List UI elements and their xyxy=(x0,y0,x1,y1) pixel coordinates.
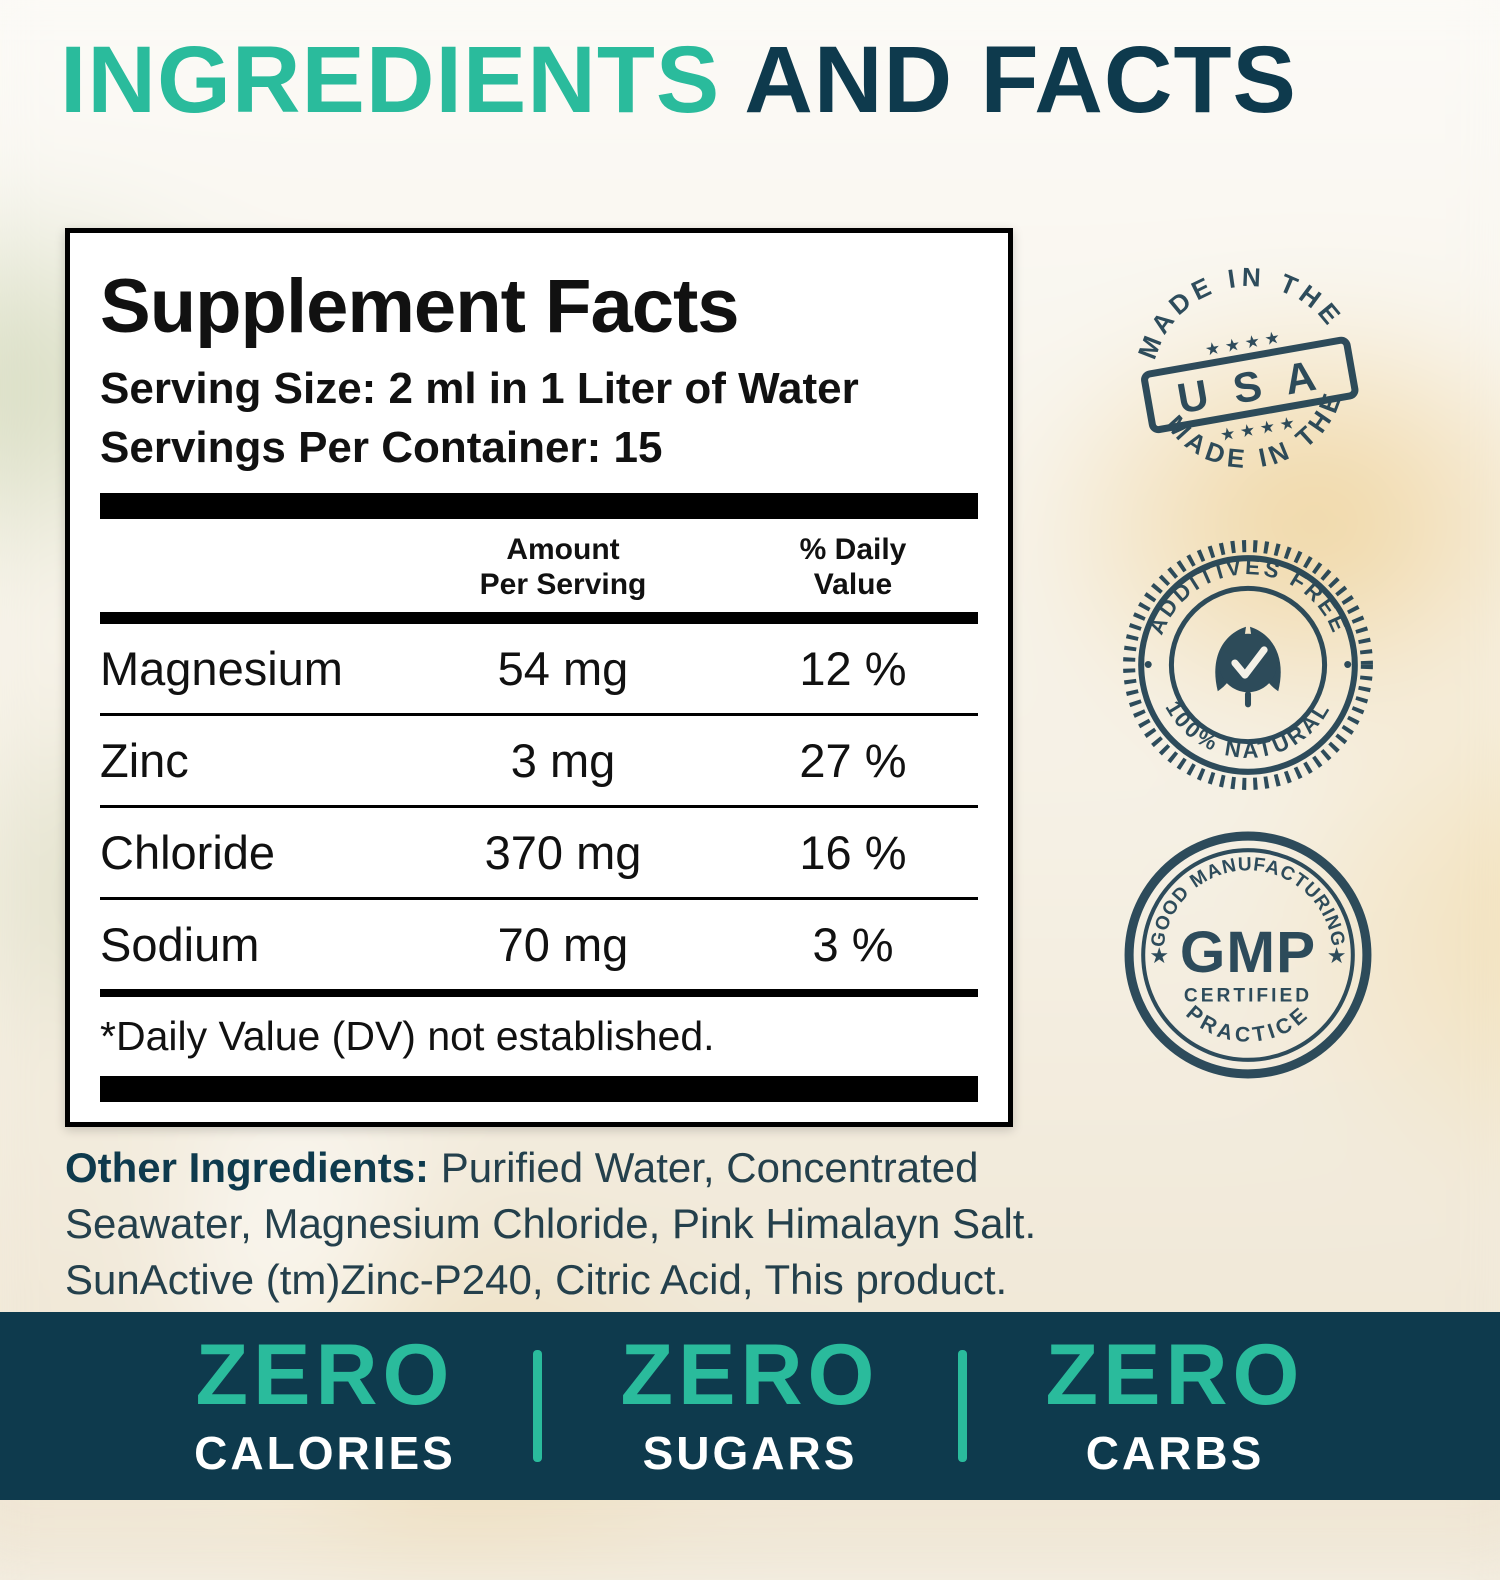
banner-item-sugars: ZERO SUGARS xyxy=(600,1332,900,1480)
additives-free-seal-icon: ADDITIVES FREE 100% NATURAL • • xyxy=(1123,540,1373,790)
gmp-star-right: ★ xyxy=(1327,943,1347,968)
daily-value-footnote: *Daily Value (DV) not established. xyxy=(100,1013,715,1060)
divider-medium xyxy=(100,612,978,625)
servings-per-container: Servings Per Container: 15 xyxy=(100,422,663,472)
gmp-center-text: GMP xyxy=(1180,920,1316,985)
nutrient-amount: 3 mg xyxy=(510,734,616,788)
bottom-banner: ZERO CALORIES ZERO SUGARS ZERO CARBS xyxy=(0,1312,1500,1500)
additives-top-arc-text: ADDITIVES FREE xyxy=(1143,554,1349,638)
checkmark-icon xyxy=(1231,646,1268,679)
certification-badges: MADE IN THE ★ ★ ★ ★ U S A ★ ★ ★ ★ MADE I… xyxy=(1106,244,1390,1086)
column-header-line: Value xyxy=(813,567,893,601)
seal-dot-right: • xyxy=(1343,649,1352,679)
table-header-row: Amount Per Serving % Daily Value xyxy=(100,519,978,612)
gmp-inner-ring xyxy=(1141,848,1355,1062)
banner-zero: ZERO xyxy=(1045,1327,1305,1423)
gmp-sub-text: CERTIFIED xyxy=(1184,985,1312,1006)
divider-sub xyxy=(100,989,978,998)
table-row: Zinc 3 mg 27 % xyxy=(100,716,978,805)
seal-dot-left: • xyxy=(1144,649,1153,679)
banner-item-carbs: ZERO CARBS xyxy=(1025,1332,1325,1480)
banner-zero: ZERO xyxy=(620,1327,880,1423)
nutrient-name: Zinc xyxy=(100,734,189,788)
nutrient-amount: 370 mg xyxy=(484,826,642,880)
banner-item-calories: ZERO CALORIES xyxy=(175,1332,475,1480)
table-row: Magnesium 54 mg 12 % xyxy=(100,624,978,713)
gmp-certified-seal-icon: GOOD MANUFACTURING PRACTICE ★ ★ GMP CERT… xyxy=(1124,831,1372,1079)
page-title-rest: AND FACTS xyxy=(744,27,1297,133)
nutrient-name: Chloride xyxy=(100,826,276,880)
seal-serrated-edge xyxy=(1123,540,1373,790)
column-header-line: Amount xyxy=(506,533,620,567)
gmp-star-left: ★ xyxy=(1149,943,1169,968)
supplement-facts-panel: Supplement Facts Serving Size: 2 ml in 1… xyxy=(65,228,1013,1128)
nutrient-amount: 70 mg xyxy=(497,918,629,972)
column-header-amount: Amount Per Serving xyxy=(398,533,728,602)
nutrient-daily-value: 27 % xyxy=(799,734,907,788)
page-title: INGREDIENTS AND FACTS xyxy=(60,26,1297,135)
banner-separator xyxy=(533,1350,542,1462)
leaf-center xyxy=(1218,633,1278,693)
nutrient-daily-value: 12 % xyxy=(799,642,907,696)
banner-label: SUGARS xyxy=(642,1427,858,1479)
banner-label: CALORIES xyxy=(194,1427,456,1479)
made-in-usa-stamp-icon: MADE IN THE ★ ★ ★ ★ U S A ★ ★ ★ ★ MADE I… xyxy=(1120,245,1360,489)
seal-outer-ring xyxy=(1138,555,1358,775)
nutrient-name: Sodium xyxy=(100,918,260,972)
nutrient-daily-value: 16 % xyxy=(799,826,907,880)
column-header-daily-value: % Daily Value xyxy=(728,533,978,602)
nutrient-amount: 54 mg xyxy=(497,642,629,696)
serving-size: Serving Size: 2 ml in 1 Liter of Water xyxy=(100,364,859,413)
gmp-outer-ring xyxy=(1124,831,1372,1079)
row-divider xyxy=(100,897,978,901)
banner-label: CARBS xyxy=(1085,1427,1265,1479)
row-divider xyxy=(100,713,978,717)
column-header-line: % Daily xyxy=(799,533,907,567)
banner-zero: ZERO xyxy=(195,1327,455,1423)
svg-text:PRACTICE: PRACTICE xyxy=(1182,1001,1315,1047)
svg-text:ADDITIVES FREE: ADDITIVES FREE xyxy=(1143,554,1352,638)
table-row: Sodium 70 mg 3 % xyxy=(100,900,978,989)
page-title-accent: INGREDIENTS xyxy=(60,27,721,133)
row-divider xyxy=(100,805,978,809)
column-header-line: Per Serving xyxy=(479,567,647,601)
banner-separator xyxy=(958,1350,967,1462)
table-row: Chloride 370 mg 16 % xyxy=(100,808,978,897)
usa-frame xyxy=(1141,336,1359,434)
nutrient-daily-value: 3 % xyxy=(812,918,894,972)
gmp-bottom-arc-text: PRACTICE xyxy=(1182,1001,1311,1047)
divider-thick xyxy=(100,1076,978,1103)
nutrient-name: Magnesium xyxy=(100,642,343,696)
facts-title: Supplement Facts xyxy=(100,264,740,349)
seal-inner-ring xyxy=(1168,585,1328,745)
other-ingredients-label: Other Ingredients: xyxy=(65,1144,430,1191)
leaf-stem xyxy=(1244,691,1252,708)
divider-thick xyxy=(100,493,978,520)
